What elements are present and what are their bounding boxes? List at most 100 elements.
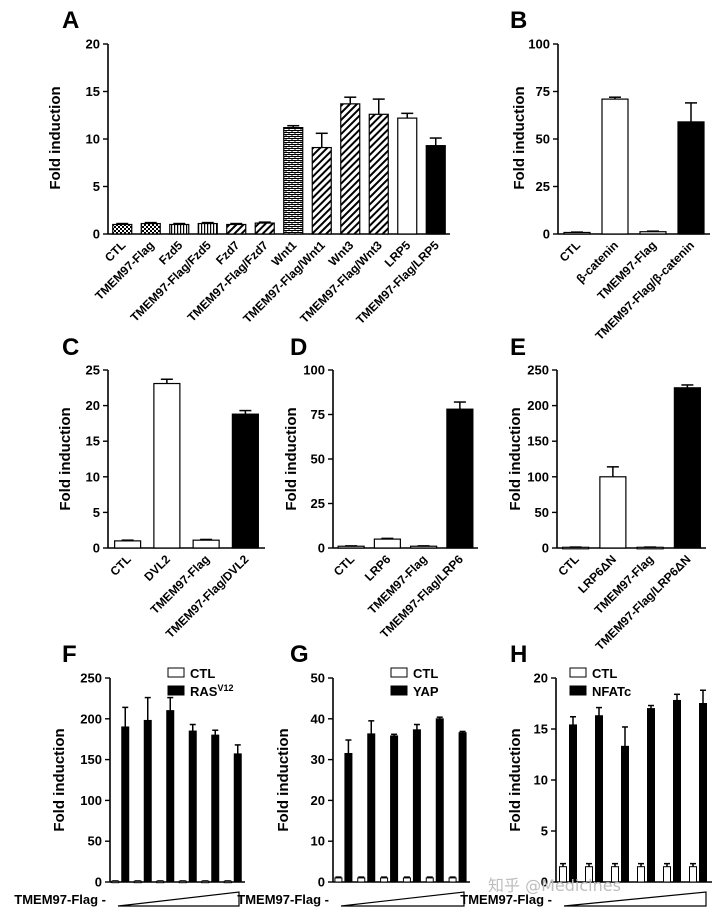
panel-H-y-tick-label: 10 [534, 773, 548, 788]
panel-F-x-label: TMEM97-Flag - [14, 892, 106, 907]
panel-F-label: F [62, 641, 77, 668]
panel-H-bar [595, 715, 603, 883]
panel-E-bar [599, 476, 627, 549]
panel-A-y-tick-label: 15 [86, 84, 100, 99]
panel-H-ylabel: Fold induction [507, 728, 524, 831]
panel-G-y-tick-label: 50 [311, 671, 325, 686]
panel-C-category-label: CTL [107, 552, 133, 578]
panel-H-bar [647, 708, 655, 883]
panel-G-bar [367, 733, 376, 883]
panel-H-legend-swatch [569, 667, 587, 678]
panel-G-bar [380, 877, 389, 883]
panel-H-y-tick-label: 15 [534, 722, 548, 737]
panel-A-bar [397, 117, 418, 235]
panel-G-y-tick-label: 30 [311, 752, 325, 767]
panel-G-legend-swatch [390, 685, 408, 696]
panel-C-y-tick-label: 25 [86, 363, 100, 378]
panel-B-label: B [510, 7, 527, 34]
panel-E-bar [673, 387, 701, 549]
panel-A-bar [140, 222, 161, 235]
panel-A-y-tick-label: 5 [93, 179, 100, 194]
panel-F-dose-triangle [117, 891, 240, 907]
panel-F-y-tick-label: 250 [80, 671, 102, 686]
panel-A-bar [197, 222, 218, 235]
panel-F-bar [166, 710, 175, 883]
panel-G-dose-triangle [340, 891, 465, 907]
panel-F-bar [121, 726, 130, 883]
panel-G-bar [448, 877, 457, 883]
panel-B-y-tick-label: 0 [543, 227, 550, 242]
panel-C-category-label: DVL2 [141, 552, 173, 584]
panel-F-bar [211, 734, 220, 883]
panel-H-bar [569, 724, 577, 883]
panel-G-bar [390, 735, 399, 883]
panel-G-y-tick-label: 40 [311, 711, 325, 726]
panel-B-bar [601, 98, 629, 235]
panel-D-y-tick-label: 25 [311, 496, 325, 511]
panel-A-bar [311, 146, 332, 235]
panel-G-label: G [290, 641, 309, 668]
panel-G-bar [458, 732, 467, 883]
panel-B-ylabel: Fold induction [511, 86, 528, 189]
panel-D-label: D [290, 334, 307, 361]
panel-F-legend-swatch [167, 667, 185, 678]
panel-E-y-tick-label: 100 [527, 469, 549, 484]
panel-F-y-tick-label: 150 [80, 752, 102, 767]
panel-F-y-tick-label: 50 [88, 834, 102, 849]
panel-F-y-tick-label: 200 [80, 711, 102, 726]
panel-B-y-tick-label: 100 [528, 37, 550, 52]
panel-B-y-tick-label: 25 [536, 179, 550, 194]
panel-G-y-tick-label: 10 [311, 834, 325, 849]
panel-D-y-tick-label: 100 [303, 363, 325, 378]
panel-B-y-tick-label: 75 [536, 84, 550, 99]
panel-A-y-tick-label: 10 [86, 132, 100, 147]
panel-G-bar [435, 718, 444, 883]
panel-C-bar [231, 413, 259, 549]
panel-G-legend-label: YAP [413, 684, 439, 699]
panel-H-bar [637, 866, 645, 883]
panel-C-y-tick-label: 0 [93, 541, 100, 556]
panel-C-label: C [62, 334, 79, 361]
panel-E-ylabel: Fold induction [507, 407, 524, 510]
panel-E-y-tick-label: 200 [527, 398, 549, 413]
panel-G-bar [412, 729, 421, 883]
panel-F-ylabel: Fold induction [51, 728, 68, 831]
panel-B-bar [639, 231, 667, 235]
panel-C-y-tick-label: 20 [86, 398, 100, 413]
panel-F-legend-label: CTL [190, 666, 215, 681]
panel-C-bar [153, 382, 181, 549]
panel-A-bar [283, 126, 304, 235]
panel-H-bar [663, 866, 671, 883]
panel-D-y-tick-label: 0 [318, 541, 325, 556]
panel-D-ylabel: Fold induction [283, 407, 300, 510]
panel-G-y-tick-label: 0 [318, 875, 325, 890]
panel-A-y-tick-label: 20 [86, 37, 100, 52]
panel-G-bar [357, 877, 366, 883]
panel-F-y-tick-label: 0 [95, 875, 102, 890]
panel-D-y-tick-label: 50 [311, 452, 325, 467]
panel-D-y-tick-label: 75 [311, 407, 325, 422]
panel-F-y-tick-label: 100 [80, 793, 102, 808]
panel-E-category-label: CTL [555, 552, 581, 578]
panel-E-label: E [510, 334, 526, 361]
panel-H-y-tick-label: 5 [541, 824, 548, 839]
panel-B-y-tick-label: 50 [536, 132, 550, 147]
panel-G-x-label: TMEM97-Flag - [237, 892, 329, 907]
panel-H-bar [673, 699, 681, 883]
panel-D-bar [373, 538, 401, 549]
panel-G-bar [425, 877, 434, 883]
panel-H-bar [621, 745, 629, 883]
watermark-text: 知乎 @Medicines [488, 876, 621, 895]
panel-F-legend-swatch [167, 685, 185, 696]
panel-A-bar [425, 145, 446, 235]
panel-F-bar [143, 719, 152, 883]
panel-F-bar [233, 753, 242, 883]
panel-G-bar [334, 877, 343, 883]
panel-G-ylabel: Fold induction [275, 728, 292, 831]
panel-C-ylabel: Fold induction [57, 407, 74, 510]
panel-A-y-tick-label: 0 [93, 227, 100, 242]
panel-F-legend-label: RASV12 [190, 683, 233, 699]
panel-C-bar [192, 539, 220, 549]
panel-C-bar [114, 540, 142, 549]
